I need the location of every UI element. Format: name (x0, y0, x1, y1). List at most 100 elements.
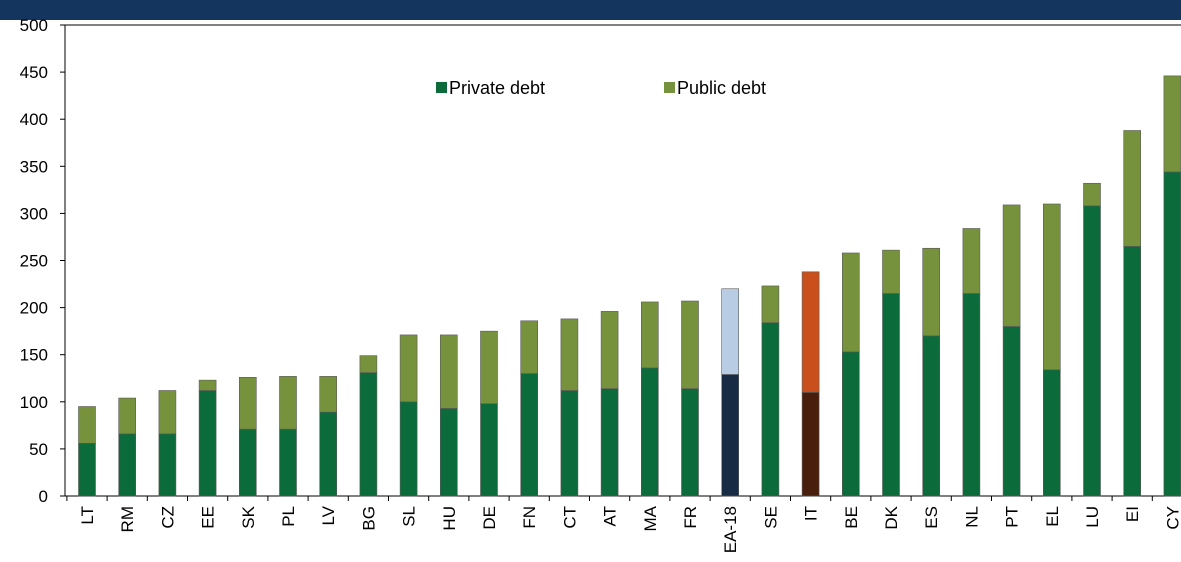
bar-public-se (761, 285, 780, 323)
bar-public-at (600, 311, 619, 389)
bar-public-cy (1163, 75, 1181, 173)
x-tick-label: LU (1083, 506, 1102, 528)
bar-private-ma (640, 367, 659, 497)
bar-public-dk (882, 249, 900, 294)
legend-label-public: Public debt (677, 78, 766, 98)
bar-private-el (1043, 369, 1061, 497)
y-tick-label: 200 (20, 299, 48, 318)
bar-public-sk (239, 377, 257, 430)
bar-public-it (801, 271, 820, 393)
x-tick-label: RM (118, 506, 137, 532)
bar-private-dk (882, 293, 900, 497)
y-tick-label: 450 (20, 63, 48, 82)
x-tick-label: CY (1163, 506, 1181, 530)
bar-public-pl (279, 376, 297, 430)
bar-public-es (922, 247, 941, 337)
bar-public-pt (1002, 204, 1021, 327)
x-tick-label: CT (560, 506, 579, 529)
bar-private-it (801, 392, 820, 497)
legend-swatch-public (664, 82, 675, 93)
bar-private-lv (319, 411, 338, 497)
x-tick-label: ES (922, 506, 941, 529)
bar-private-cz (158, 433, 177, 497)
bar-private-hu (439, 408, 458, 497)
bar-public-sl (399, 334, 418, 403)
bar-private-cy (1163, 171, 1181, 497)
legend: Private debt Public debt (436, 78, 766, 98)
bar-public-lt (78, 406, 96, 444)
y-tick-label: 0 (39, 487, 48, 506)
bar-public-ei (1123, 130, 1141, 247)
bars (78, 75, 1181, 497)
x-tick-label: BG (359, 506, 378, 531)
x-tick-label: BE (842, 506, 861, 529)
bar-public-lu (1083, 182, 1101, 207)
bar-private-ea-18 (721, 374, 740, 497)
bar-private-ct (560, 390, 579, 497)
x-axis: LT RM CZ EE SK PL LV BG SL HU DE FN CT AT MA FR EA-18 SE I… (65, 495, 1181, 553)
bar-private-at (600, 388, 619, 497)
x-tick-label: SL (400, 506, 419, 527)
bar-private-pt (1002, 326, 1021, 497)
bar-private-de (480, 403, 498, 497)
legend-swatch-private (436, 82, 447, 93)
bar-private-ei (1123, 246, 1141, 497)
bar-public-ea-18 (721, 288, 740, 375)
bar-private-es (922, 335, 941, 497)
bar-public-hu (439, 334, 458, 409)
x-tick-label: SE (761, 506, 780, 529)
bar-public-ee (198, 379, 217, 391)
bar-private-se (761, 322, 780, 497)
bar-public-bg (359, 355, 378, 373)
x-tick-label: DE (480, 506, 499, 530)
x-tick-label: DK (882, 505, 901, 529)
bar-public-de (480, 330, 498, 404)
x-tick-label: EE (199, 506, 218, 529)
y-tick-label: 250 (20, 252, 48, 271)
header-band (0, 0, 1181, 20)
bar-public-cz (158, 390, 177, 435)
x-tick-label: PL (279, 506, 298, 527)
bar-public-fr (681, 300, 699, 389)
x-tick-label: IT (802, 506, 821, 521)
bar-private-bg (359, 372, 378, 497)
x-tick-label: LT (78, 506, 97, 525)
y-tick-label: 100 (20, 393, 48, 412)
x-tick-label: PT (1003, 506, 1022, 528)
x-tick-label: FR (681, 506, 700, 529)
x-tick-label: AT (601, 506, 620, 526)
y-tick-label: 350 (20, 157, 48, 176)
y-tick-label: 150 (20, 346, 48, 365)
bar-private-sl (399, 401, 418, 497)
legend-label-private: Private debt (449, 78, 545, 98)
y-tick-label: 500 (20, 16, 48, 35)
bar-private-nl (962, 293, 981, 497)
bar-private-pl (279, 428, 297, 497)
bar-private-rm (118, 433, 136, 497)
x-tick-label: EI (1123, 506, 1142, 522)
bar-private-be (841, 351, 860, 497)
bar-private-fn (520, 373, 539, 497)
bar-public-nl (962, 228, 981, 294)
bar-private-sk (239, 428, 257, 497)
y-tick-label: 400 (20, 110, 48, 129)
y-axis: 0 50 100 150 200 250 300 350 400 450 500 (20, 16, 1181, 506)
x-tick-label: SK (239, 505, 258, 528)
bar-private-lt (78, 442, 96, 497)
x-tick-label: EA-18 (721, 506, 740, 553)
bar-public-fn (520, 320, 539, 374)
bar-private-fr (681, 388, 699, 497)
y-tick-label: 50 (29, 440, 48, 459)
bar-private-lu (1083, 205, 1101, 497)
bar-public-ct (560, 318, 579, 391)
bar-private-ee (198, 390, 217, 497)
bar-public-el (1043, 203, 1061, 371)
x-tick-label: CZ (158, 506, 177, 529)
y-tick-label: 300 (20, 204, 48, 223)
x-tick-label: MA (641, 505, 660, 531)
bar-public-lv (319, 376, 338, 413)
x-tick-label: HU (440, 506, 459, 531)
x-tick-label: EL (1043, 506, 1062, 527)
